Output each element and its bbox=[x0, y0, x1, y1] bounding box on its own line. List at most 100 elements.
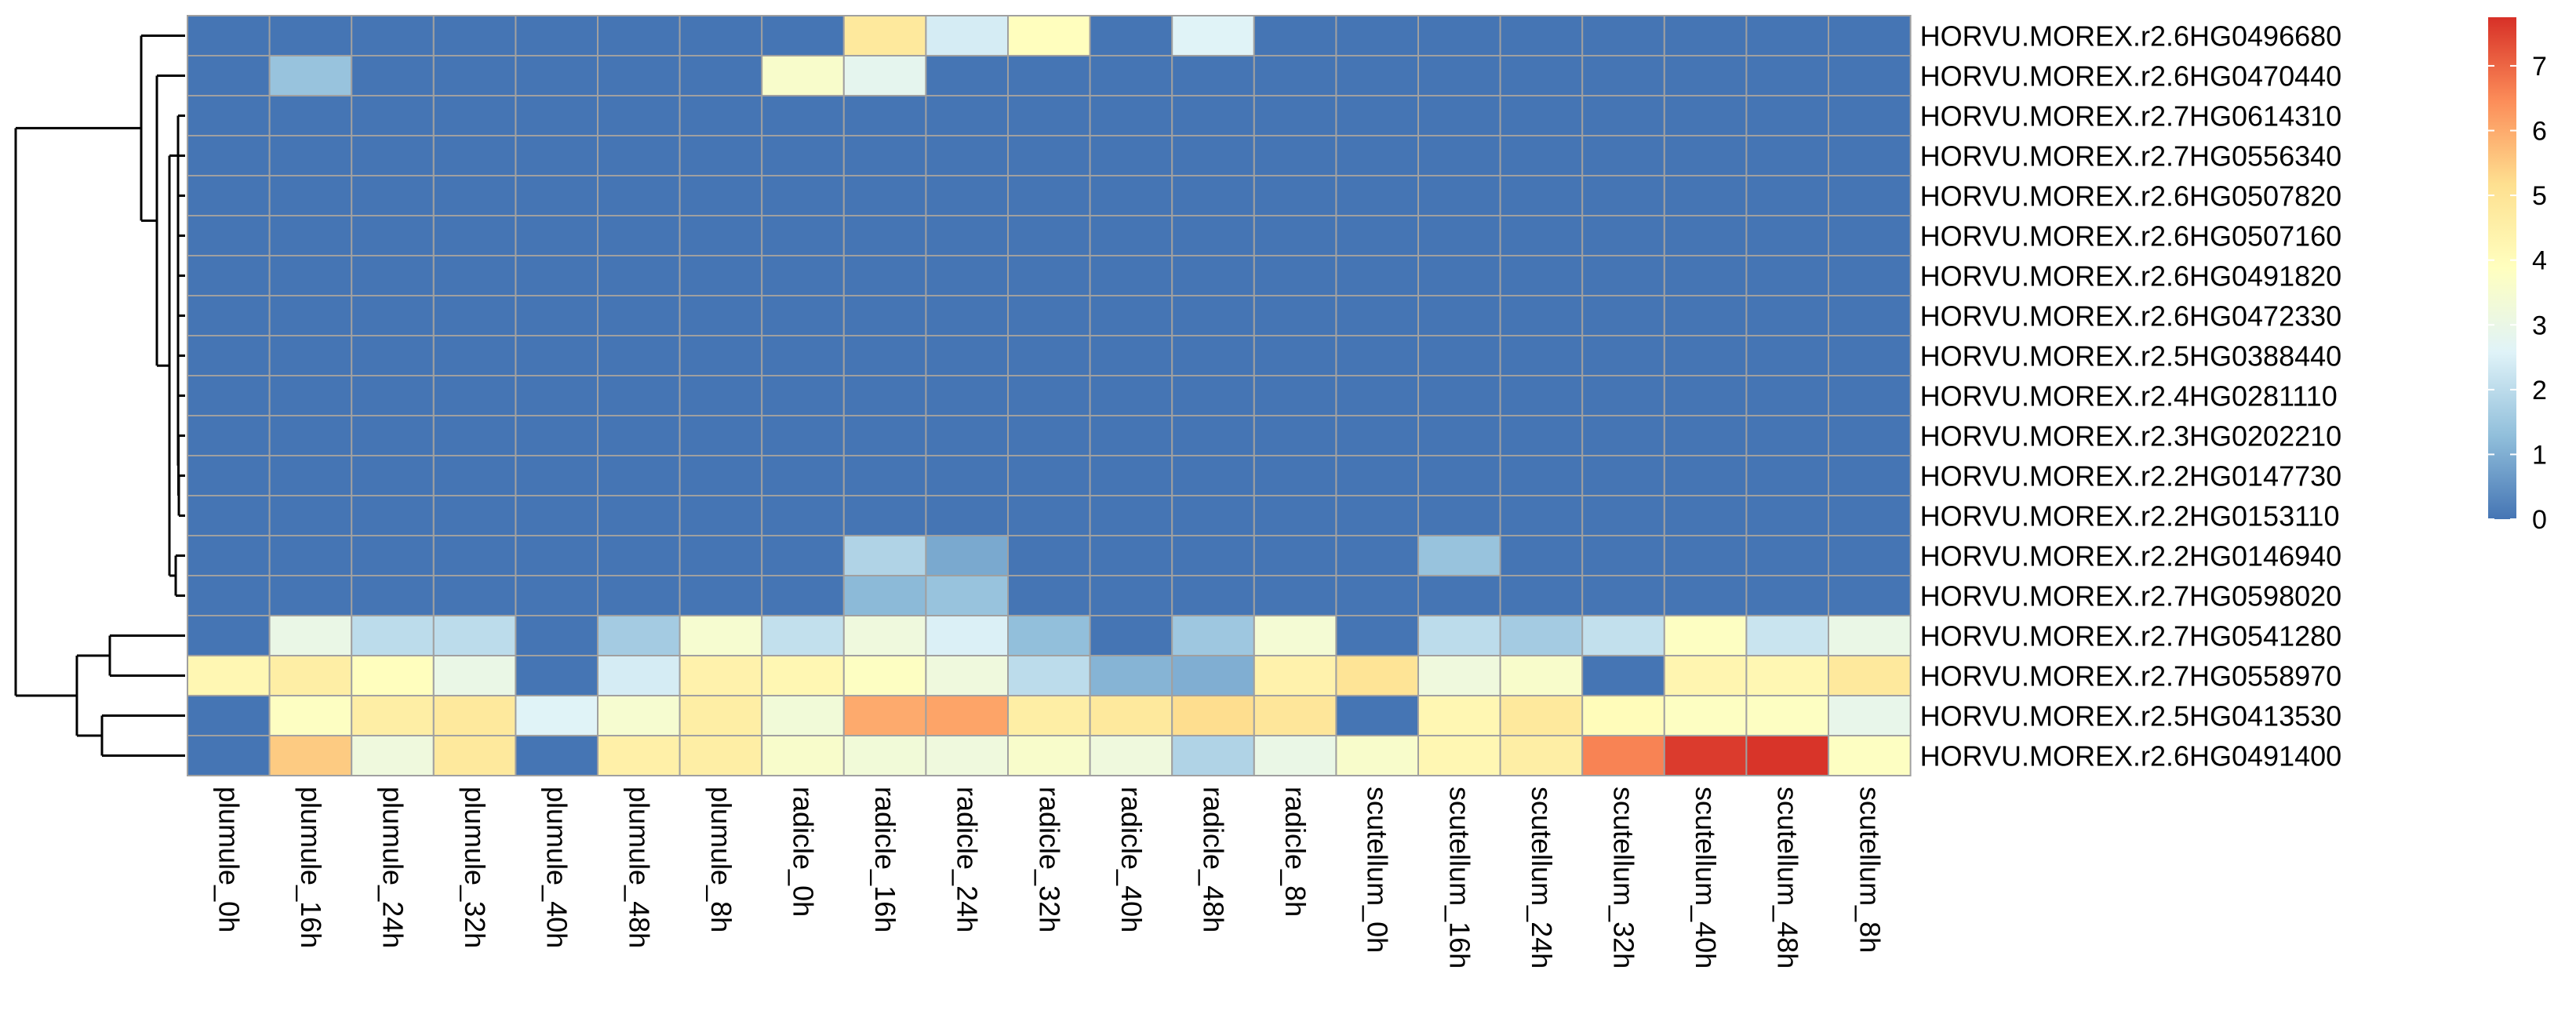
heatmap-cell bbox=[1007, 335, 1091, 376]
heatmap-cell bbox=[1335, 575, 1420, 616]
heatmap-cell bbox=[1745, 735, 1829, 776]
heatmap-cell bbox=[1581, 375, 1665, 416]
heatmap-cell bbox=[1335, 215, 1420, 256]
heatmap-cell bbox=[1335, 655, 1420, 696]
heatmap-cell bbox=[1007, 615, 1091, 656]
heatmap-cell bbox=[1828, 295, 1912, 336]
heatmap-cell bbox=[515, 575, 599, 616]
heatmap-cell bbox=[1581, 15, 1665, 56]
heatmap-cell bbox=[1828, 335, 1912, 376]
heatmap-cell bbox=[679, 175, 763, 216]
heatmap-cell bbox=[1499, 135, 1584, 176]
heatmap-cell bbox=[925, 95, 1010, 136]
heatmap-cell bbox=[1499, 95, 1584, 136]
heatmap-cell bbox=[842, 415, 927, 456]
row-label: HORVU.MOREX.r2.6HG0470440 bbox=[1920, 60, 2342, 93]
heatmap-cell bbox=[515, 615, 599, 656]
heatmap-cell bbox=[1089, 575, 1173, 616]
heatmap-cell bbox=[515, 735, 599, 776]
heatmap-cell bbox=[1089, 335, 1173, 376]
row-label: HORVU.MOREX.r2.3HG0202210 bbox=[1920, 420, 2342, 453]
heatmap-cell bbox=[1007, 55, 1091, 96]
heatmap-cell bbox=[597, 455, 681, 496]
heatmap-cell bbox=[1089, 215, 1173, 256]
row-label: HORVU.MOREX.r2.5HG0413530 bbox=[1920, 700, 2342, 732]
heatmap-cell bbox=[597, 695, 681, 736]
heatmap-cell bbox=[432, 735, 517, 776]
heatmap-cell bbox=[1089, 695, 1173, 736]
row-label: HORVU.MOREX.r2.6HG0507160 bbox=[1920, 220, 2342, 253]
row-label: HORVU.MOREX.r2.2HG0147730 bbox=[1920, 460, 2342, 493]
heatmap-cell bbox=[1663, 135, 1748, 176]
row-label: HORVU.MOREX.r2.4HG0281110 bbox=[1920, 380, 2338, 413]
heatmap-cell bbox=[1581, 215, 1665, 256]
heatmap-cell bbox=[1007, 295, 1091, 336]
heatmap-cell bbox=[187, 15, 271, 56]
heatmap-cell bbox=[1581, 95, 1665, 136]
heatmap-cell bbox=[1828, 135, 1912, 176]
heatmap-cell bbox=[679, 535, 763, 576]
heatmap-cell bbox=[1499, 655, 1584, 696]
row-label: HORVU.MOREX.r2.6HG0472330 bbox=[1920, 300, 2342, 333]
heatmap-cell bbox=[761, 55, 845, 96]
heatmap-cell bbox=[187, 55, 271, 96]
heatmap-cell bbox=[842, 495, 927, 536]
heatmap-cell bbox=[432, 55, 517, 96]
heatmap-cell bbox=[515, 495, 599, 536]
heatmap-cell bbox=[515, 695, 599, 736]
heatmap-cell bbox=[1745, 215, 1829, 256]
heatmap-cell bbox=[1663, 695, 1748, 736]
heatmap-cell bbox=[679, 695, 763, 736]
heatmap-cell bbox=[1171, 255, 1255, 296]
heatmap-cell bbox=[1007, 255, 1091, 296]
heatmap-cell bbox=[351, 535, 435, 576]
column-label: scutellum_0h bbox=[1362, 787, 1394, 953]
heatmap-cell bbox=[1417, 175, 1501, 216]
heatmap-cell bbox=[1335, 95, 1420, 136]
heatmap-cell bbox=[515, 15, 599, 56]
heatmap-cell bbox=[1828, 655, 1912, 696]
heatmap-cell bbox=[679, 615, 763, 656]
heatmap-cell bbox=[842, 175, 927, 216]
heatmap-cell bbox=[925, 55, 1010, 96]
heatmap-cell bbox=[1335, 415, 1420, 456]
heatmap-cell bbox=[1089, 255, 1173, 296]
heatmap-cells bbox=[187, 15, 1912, 776]
heatmap-cell bbox=[351, 455, 435, 496]
column-label: plumule_0h bbox=[213, 787, 245, 932]
column-label: radicle_8h bbox=[1279, 787, 1312, 917]
heatmap-cell bbox=[351, 495, 435, 536]
heatmap-cell bbox=[1581, 295, 1665, 336]
heatmap-cell bbox=[1417, 535, 1501, 576]
heatmap-cell bbox=[761, 335, 845, 376]
row-label: HORVU.MOREX.r2.6HG0491400 bbox=[1920, 740, 2342, 772]
heatmap-cell bbox=[1663, 295, 1748, 336]
heatmap-cell bbox=[1007, 735, 1091, 776]
heatmap-cell bbox=[1007, 375, 1091, 416]
heatmap-cell bbox=[187, 455, 271, 496]
heatmap-cell bbox=[1581, 735, 1665, 776]
heatmap-cell bbox=[1171, 375, 1255, 416]
heatmap-cell bbox=[1253, 135, 1337, 176]
heatmap-cell bbox=[1581, 255, 1665, 296]
heatmap-cell bbox=[842, 375, 927, 416]
heatmap-cell bbox=[1253, 215, 1337, 256]
row-label: HORVU.MOREX.r2.2HG0146940 bbox=[1920, 540, 2342, 572]
heatmap-cell bbox=[1253, 335, 1337, 376]
heatmap-cell bbox=[1745, 495, 1829, 536]
heatmap-cell bbox=[842, 655, 927, 696]
column-label: plumule_8h bbox=[705, 787, 737, 932]
heatmap-cell bbox=[761, 575, 845, 616]
heatmap-cell bbox=[761, 535, 845, 576]
heatmap-cell bbox=[187, 295, 271, 336]
heatmap-cell bbox=[1581, 135, 1665, 176]
heatmap-cell bbox=[1253, 455, 1337, 496]
heatmap-cell bbox=[268, 215, 353, 256]
heatmap-cell bbox=[432, 215, 517, 256]
heatmap-cell bbox=[351, 135, 435, 176]
heatmap-cell bbox=[268, 495, 353, 536]
heatmap-cell bbox=[597, 615, 681, 656]
heatmap-cell bbox=[1253, 55, 1337, 96]
heatmap-cell bbox=[1663, 735, 1748, 776]
